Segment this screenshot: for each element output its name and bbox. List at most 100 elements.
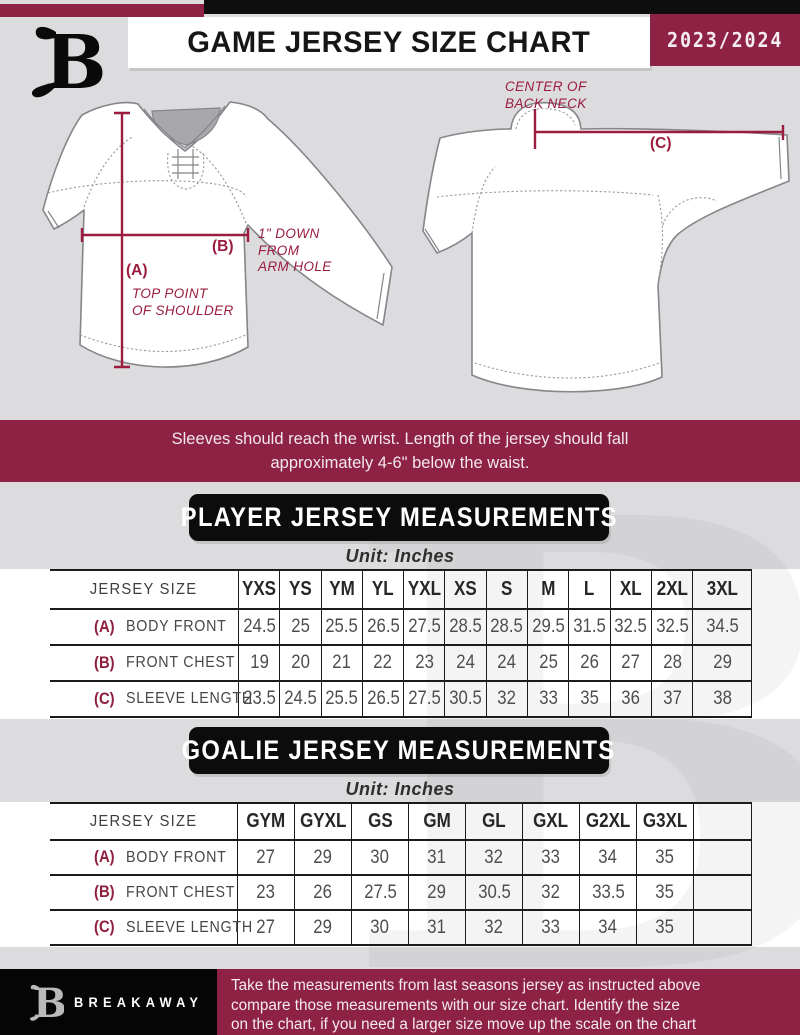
- value: 23: [256, 881, 276, 903]
- value-cell: 27: [609, 644, 651, 680]
- size-header-cell: YXL: [403, 571, 444, 608]
- value: 32: [484, 916, 504, 938]
- footer-logo-icon: B: [30, 981, 64, 1023]
- row-label-cell: (B) FRONT CHEST: [50, 644, 238, 680]
- value: 32: [497, 688, 517, 709]
- value: 32.5: [614, 616, 648, 637]
- front-jersey-diagram: [42, 101, 393, 369]
- row-label: SLEEVE LENGTH: [125, 690, 253, 707]
- value-cell: 29.5: [527, 608, 569, 644]
- value: 34: [598, 846, 618, 868]
- value: 27: [621, 652, 641, 673]
- value: 32: [541, 881, 561, 903]
- row-key: (A): [94, 617, 115, 636]
- goalie-section-title-box: GOALIE JERSEY MEASUREMENTS: [182, 727, 615, 774]
- row-label: SLEEVE LENGTH: [125, 918, 253, 936]
- size-header-label: GXL: [533, 810, 569, 832]
- size-header-label: GYXL: [299, 810, 347, 832]
- row-label: BODY FRONT: [125, 848, 227, 866]
- row-label-cell: (B) FRONT CHEST: [50, 874, 237, 909]
- value-cell: 33: [522, 839, 579, 874]
- size-header-cell: YL: [361, 571, 403, 608]
- footer-brand-box: B BREAKAWAY: [0, 969, 217, 1035]
- value: 25.5: [325, 688, 359, 709]
- row-label-cell: (A) BODY FRONT: [50, 608, 238, 644]
- size-header-label: YXS: [242, 578, 277, 600]
- value: 26.5: [366, 688, 400, 709]
- row-key: (B): [94, 653, 115, 672]
- size-header-cell: 3XL: [692, 571, 753, 608]
- value: 32: [484, 846, 504, 868]
- value: 29: [712, 652, 732, 673]
- size-header-cell: GS: [351, 804, 408, 839]
- empty-cell: [693, 909, 752, 944]
- value-cell: 25: [279, 608, 321, 644]
- size-header-cell: XS: [444, 571, 485, 608]
- value-cell: 25: [527, 644, 569, 680]
- value: 33: [541, 916, 561, 938]
- value-cell: 27: [237, 909, 294, 944]
- value: 32.5: [655, 616, 689, 637]
- value: 35: [655, 916, 675, 938]
- value: 35: [655, 846, 675, 868]
- size-header-cell: XL: [609, 571, 651, 608]
- value: 19: [249, 652, 269, 673]
- value: 31: [427, 846, 447, 868]
- value-cell: 34: [579, 839, 636, 874]
- size-header-label: YM: [328, 578, 355, 600]
- value-cell: 32.5: [650, 608, 693, 644]
- row-label: FRONT CHEST: [125, 654, 236, 671]
- fit-notice-line2: approximately 4-6" below the waist.: [270, 454, 530, 472]
- value: 33.5: [591, 881, 625, 903]
- value: 24: [456, 652, 475, 673]
- size-header-label: YL: [372, 578, 394, 600]
- value: 31: [427, 916, 447, 938]
- value: 33: [541, 846, 561, 868]
- empty-header-cell: [693, 804, 752, 839]
- value: 25: [291, 616, 310, 637]
- value-cell: 28.5: [485, 608, 528, 644]
- fit-notice-banner: Sleeves should reach the wrist. Length o…: [0, 420, 800, 482]
- size-header-label: XS: [454, 578, 477, 600]
- value-cell: 38: [692, 680, 753, 716]
- value-cell: 23.5: [238, 680, 280, 716]
- value: 27: [256, 916, 276, 938]
- size-header-cell: M: [527, 571, 568, 608]
- value-cell: 29: [408, 874, 465, 909]
- value: 24.5: [242, 616, 276, 637]
- size-header-label: L: [584, 578, 595, 600]
- value: 26.5: [366, 616, 400, 637]
- value-cell: 24: [485, 644, 528, 680]
- size-header-label: YXL: [407, 578, 441, 600]
- value: 29: [427, 881, 447, 903]
- value: 23: [415, 652, 434, 673]
- value: 35: [655, 881, 675, 903]
- top-bar-maroon: [0, 4, 204, 17]
- row-key: (B): [94, 883, 115, 901]
- player-measurements-table: JERSEY SIZE YXS YS YM YL YXL XS S M L XL 2XL 3XL (A) B…: [50, 569, 753, 718]
- value: 35: [580, 688, 599, 709]
- empty-cell: [693, 839, 752, 874]
- season-badge: 2023/2024: [650, 14, 800, 66]
- player-unit-label: Unit: Inches: [345, 546, 455, 566]
- value: 37: [662, 688, 682, 709]
- value-cell: 27.5: [403, 608, 445, 644]
- value-cell: 27.5: [351, 874, 408, 909]
- back-neck-label: CENTER OF BACK NECK: [505, 79, 587, 111]
- corner-header-cell: JERSEY SIZE: [50, 804, 237, 839]
- value-cell: 26.5: [361, 608, 404, 644]
- value-cell: 30.5: [465, 874, 522, 909]
- row-key: (C): [94, 918, 115, 936]
- row-label: FRONT CHEST: [125, 883, 236, 901]
- value: 26: [580, 652, 599, 673]
- value-cell: 24: [444, 644, 486, 680]
- size-header-label: GM: [423, 810, 451, 832]
- value-cell: 35: [636, 839, 693, 874]
- value: 30.5: [449, 688, 482, 709]
- value-cell: 21: [320, 644, 362, 680]
- value-cell: 25.5: [320, 680, 362, 716]
- goalie-unit-label: Unit: Inches: [345, 779, 455, 799]
- footer-brand-name: BREAKAWAY: [74, 994, 204, 1010]
- value-cell: 24.5: [238, 608, 280, 644]
- corner-header-cell: JERSEY SIZE: [50, 571, 238, 608]
